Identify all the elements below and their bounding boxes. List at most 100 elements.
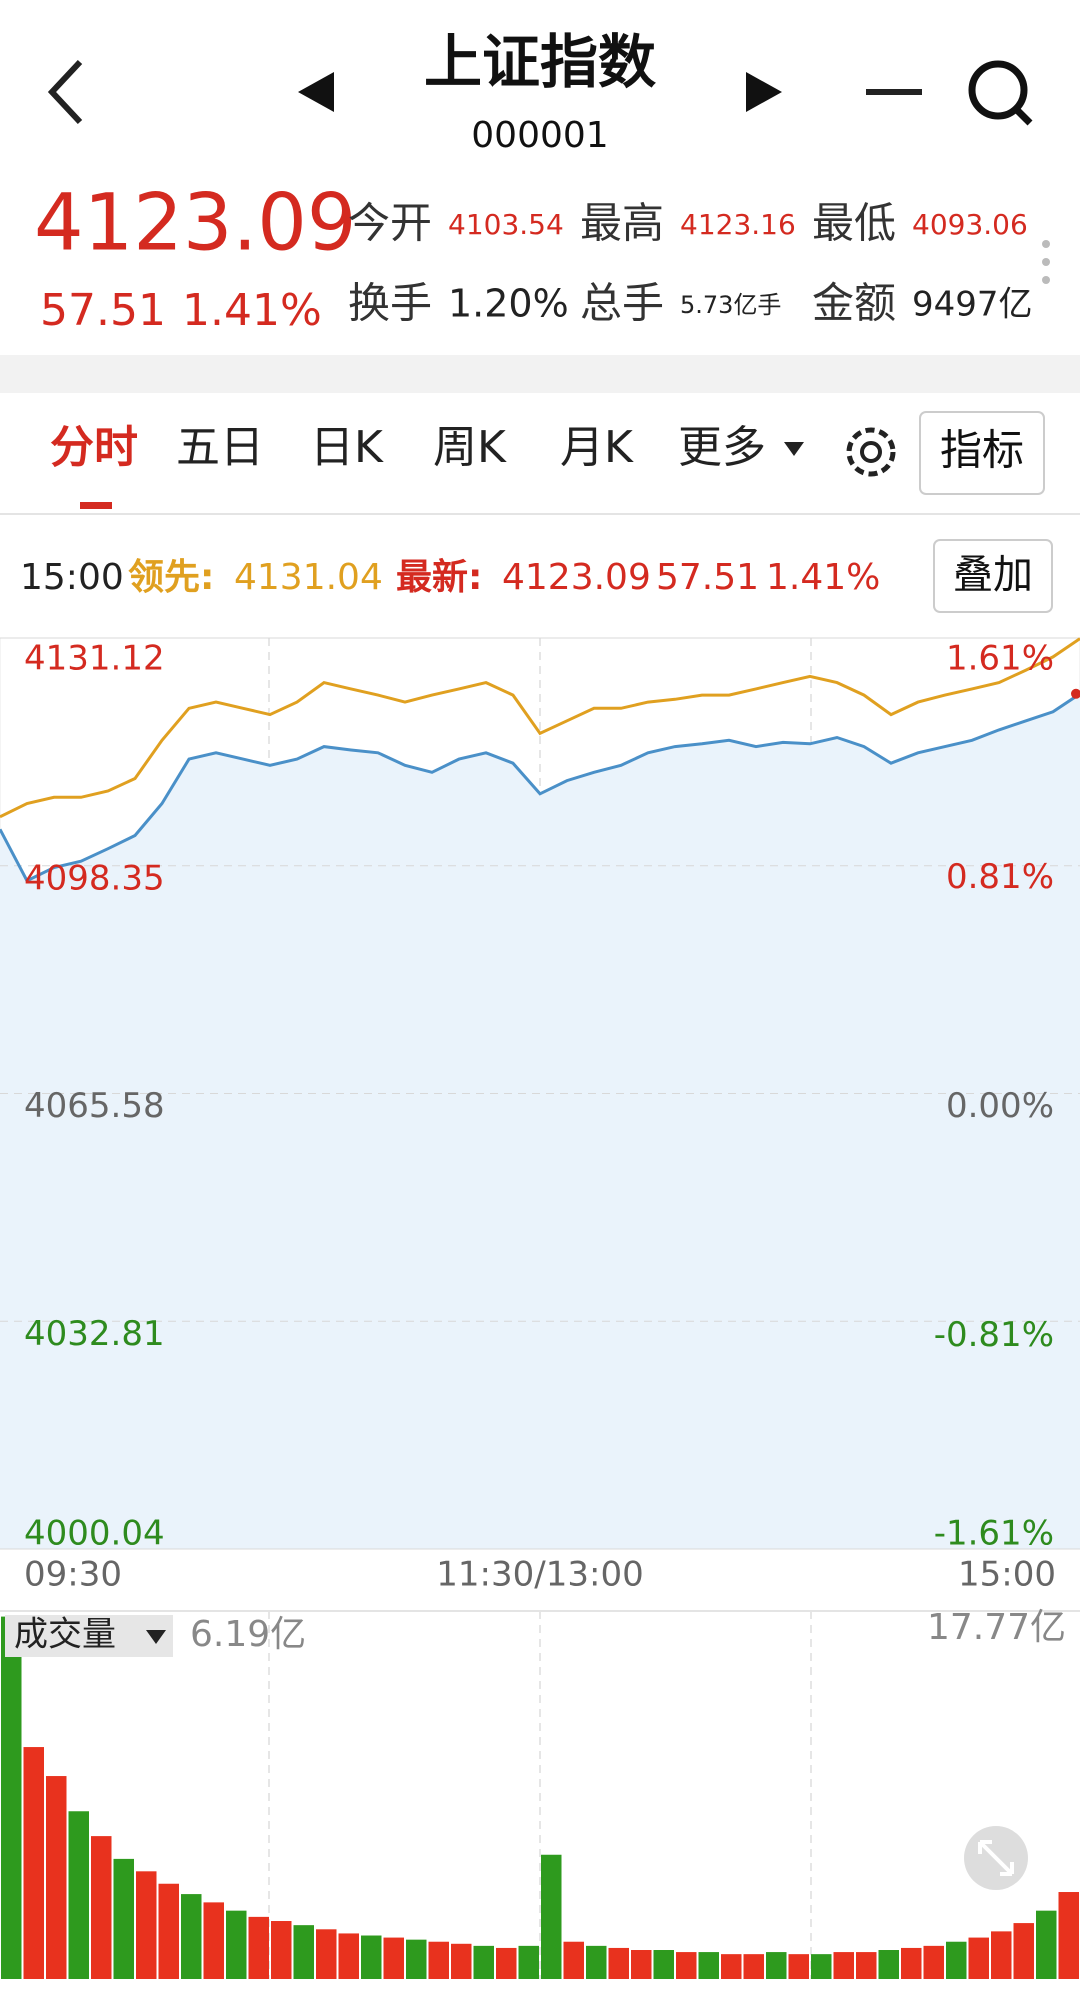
volume-bar [541,1854,562,1979]
tab[interactable]: 日K [310,422,384,473]
volume-bar [181,1894,202,1979]
price-line [0,637,1080,819]
search-handle [1014,107,1033,126]
volume-bar [946,1941,967,1979]
tab-indicator [80,502,112,509]
latest-change: 57.51 [656,557,759,598]
y-tick-label: 4000.04 [24,1514,165,1554]
volume-bar [406,1939,427,1979]
volume-bar [68,1811,89,1979]
volume-bar [226,1910,247,1979]
volume-bar [968,1937,989,1979]
tab[interactable]: 更多 [678,422,766,473]
divider-band [0,355,1080,393]
indicator-label: 指标 [940,426,1024,475]
gear-inner [860,441,882,463]
y2-tick-label: 0.81% [946,857,1054,897]
change-pct: 1.41% [182,285,322,336]
stat-value: 4123.16 [680,208,796,241]
more-dot [1042,240,1050,248]
volume-bar [766,1952,787,1979]
volume-bar [698,1952,719,1979]
volume-bar [473,1945,494,1979]
volume-bar [1058,1892,1079,1979]
tab[interactable]: 分时 [50,422,138,473]
next-button[interactable] [746,72,782,112]
volume-bar [113,1858,134,1979]
volume-bar [856,1952,877,1979]
volume-bar [91,1836,112,1979]
volume-max: 17.77亿 [927,1607,1066,1648]
tab[interactable]: 周K [433,422,507,473]
volume-bar [608,1947,629,1979]
code: 000001 [471,115,608,156]
volume-bar [361,1935,382,1979]
stat-value: 5.73亿手 [680,291,781,319]
volume-bar [1013,1923,1034,1979]
stat-label: 换手 [348,279,432,328]
volume-bar [23,1747,44,1979]
y-tick-label: 4098.35 [24,858,165,898]
volume-bar [338,1933,359,1979]
volume-bar [293,1925,314,1979]
volume-bar [721,1954,742,1979]
overlay-label: 叠加 [953,552,1033,598]
volume-bar [518,1945,539,1979]
stat-value: 1.20% [448,282,569,326]
prev-button[interactable] [298,72,334,112]
y-tick-label: 4131.12 [24,639,165,679]
tab[interactable]: 五日 [176,422,264,473]
y2-tick-label: -0.81% [934,1315,1054,1355]
stat-value: 4093.06 [912,208,1028,241]
back-button[interactable] [47,59,83,125]
search-button[interactable] [968,60,1033,126]
volume-bar [1036,1910,1057,1979]
stat-value: 4103.54 [448,208,564,241]
volume-bar [496,1947,517,1979]
volume-bar [136,1871,157,1979]
volume-bar [428,1941,449,1979]
overlay-button[interactable] [933,539,1053,613]
volume-bar [563,1941,584,1979]
more-dot [1042,258,1050,266]
price: 4123.09 [34,178,357,268]
stat-label: 总手 [580,279,664,328]
volume-bar [653,1950,674,1979]
volume-bar [451,1943,472,1979]
volume-arrow [146,1630,166,1644]
volume-bar [46,1776,67,1979]
indicator-button[interactable] [919,411,1045,495]
volume-bar [316,1929,337,1979]
volume-bar [248,1916,269,1979]
x-tick-label: 09:30 [24,1555,122,1595]
y2-tick-label: 1.61% [946,639,1054,679]
volume-bar [271,1921,292,1979]
volume-bar [1,1616,22,1979]
title: 上证指数 [424,28,656,96]
dropdown-arrow [784,442,804,456]
gear-outer [846,427,896,477]
search-icon [968,60,1028,120]
expand-button[interactable] [964,1826,1028,1890]
volume-bar [923,1945,944,1979]
y2-tick-label: -1.61% [934,1514,1054,1554]
x-tick-label: 15:00 [958,1555,1056,1595]
tab[interactable]: 月K [560,422,634,473]
y-tick-label: 4032.81 [24,1314,165,1354]
latest-value: 4123.09 [502,557,651,598]
volume-bar [833,1952,854,1979]
lead-value: 4131.04 [234,557,383,598]
volume-selector[interactable] [5,1615,173,1657]
status-time: 15:00 [20,557,124,598]
area-fill [0,693,1080,1549]
volume-bar [203,1902,224,1979]
stat-label: 今开 [348,199,432,248]
stat-value: 9497亿 [912,285,1033,325]
stat-label: 金额 [812,279,896,328]
y-tick-label: 4065.58 [24,1086,165,1126]
volume-bar [743,1954,764,1979]
settings-button[interactable] [846,427,896,477]
volume-bar [788,1954,809,1979]
volume-bar [878,1950,899,1979]
